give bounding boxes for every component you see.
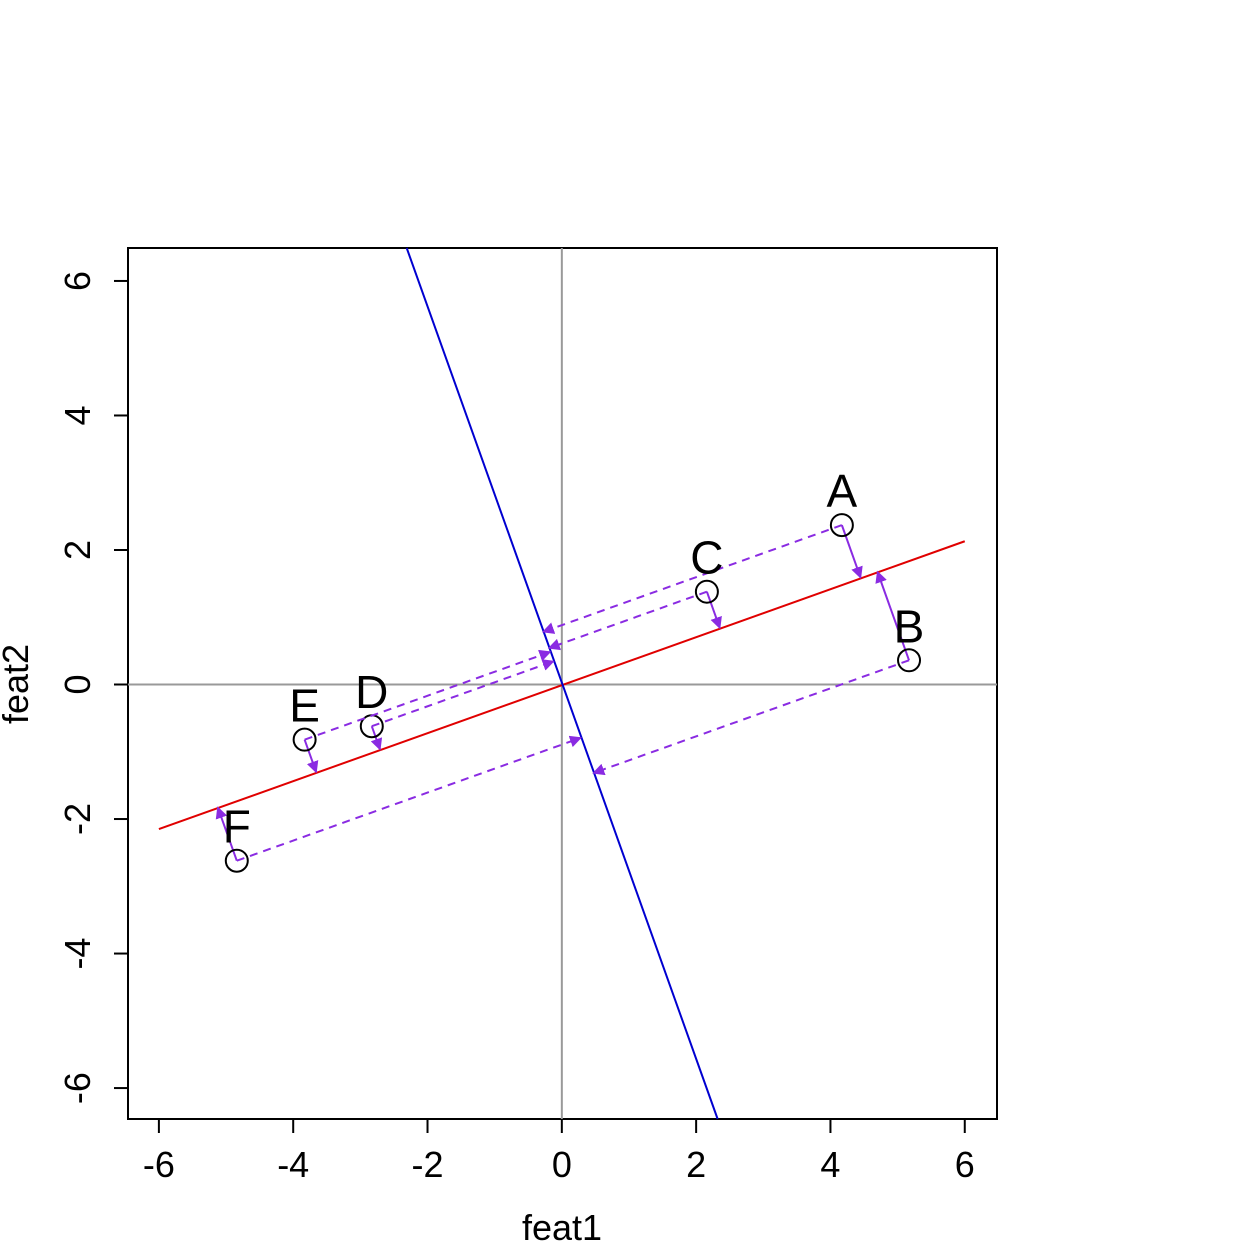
point-label: A — [827, 465, 858, 517]
projection-arrow — [370, 725, 383, 751]
projection-arrow — [705, 591, 722, 630]
x-tick-label: -4 — [277, 1144, 309, 1185]
projection-dashed — [371, 659, 555, 728]
x-tick-label: 6 — [955, 1144, 975, 1185]
y-axis-label: feat2 — [0, 644, 36, 724]
projection-arrow — [875, 570, 910, 661]
projection-dashed — [592, 659, 910, 776]
y-tick-label: -6 — [57, 1072, 98, 1104]
projection-dashed — [541, 524, 843, 634]
point-label: D — [355, 666, 388, 718]
point-label: F — [223, 801, 251, 853]
x-tick-label: 0 — [552, 1144, 572, 1185]
y-tick-label: 4 — [57, 405, 98, 425]
point-label: E — [289, 680, 320, 732]
point — [694, 579, 719, 604]
point-label: B — [894, 600, 925, 652]
y-tick-label: 0 — [57, 674, 98, 694]
x-tick-label: -2 — [412, 1144, 444, 1185]
component-line — [405, 247, 719, 1120]
y-tick-label: 6 — [57, 271, 98, 291]
y-tick-label: -2 — [57, 803, 98, 835]
x-tick-label: 4 — [820, 1144, 840, 1185]
projection-arrow — [303, 739, 319, 774]
y-tick-label: -4 — [57, 938, 98, 970]
point — [829, 513, 854, 538]
x-tick-label: -6 — [143, 1144, 175, 1185]
projection-arrow — [215, 806, 238, 862]
point — [897, 648, 922, 673]
y-tick-label: 2 — [57, 540, 98, 560]
point — [292, 727, 317, 752]
point — [224, 848, 249, 873]
projection-dashed — [236, 735, 582, 862]
x-axis-label: feat1 — [522, 1207, 602, 1248]
projection-dashed — [547, 590, 708, 651]
point-label: C — [690, 532, 723, 584]
x-tick-label: 2 — [686, 1144, 706, 1185]
projection-dashed — [304, 649, 552, 741]
projection-arrow — [840, 524, 863, 579]
